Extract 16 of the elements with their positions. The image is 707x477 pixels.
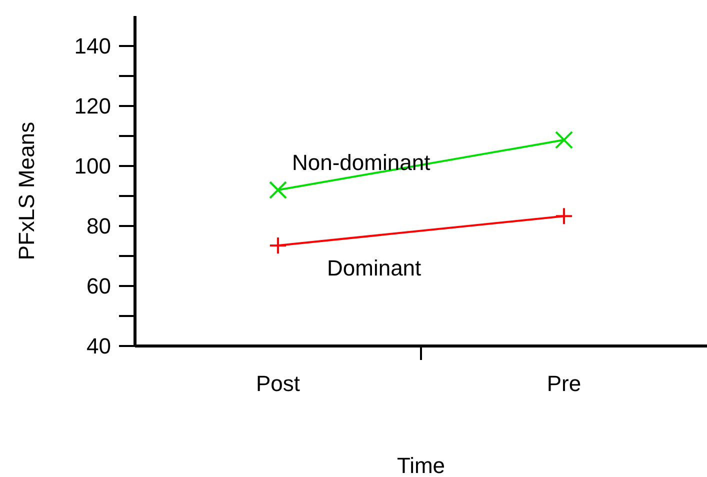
series-label: Non-dominant — [292, 150, 430, 175]
y-tick-label: 100 — [74, 154, 111, 179]
x-tick-label: Post — [256, 371, 300, 396]
point — [269, 181, 287, 199]
point — [555, 207, 573, 226]
y-axis-title: PFxLS Means — [14, 122, 39, 260]
y-tick-label: 140 — [74, 34, 111, 59]
y-tick-label: 120 — [74, 94, 111, 119]
point — [269, 236, 287, 254]
series-label: Dominant — [327, 256, 422, 280]
x-axis-title: Time — [396, 453, 446, 477]
point — [555, 130, 573, 149]
y-tick-label: 80 — [86, 214, 111, 239]
y-tick-label: 40 — [86, 334, 111, 359]
y-tick-label: 60 — [86, 274, 111, 299]
x-tick-label: Pre — [546, 371, 582, 396]
